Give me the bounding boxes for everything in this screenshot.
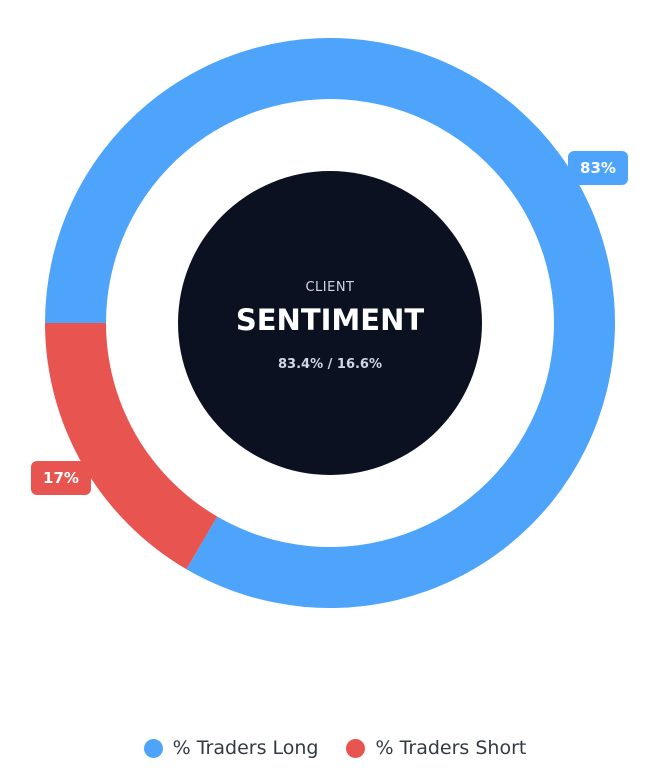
legend-item-short[interactable]: % Traders Short xyxy=(346,737,526,759)
center-headline: SENTIMENT xyxy=(236,303,424,337)
legend-item-long[interactable]: % Traders Long xyxy=(143,737,319,759)
center-kicker: CLIENT xyxy=(305,280,354,295)
legend-label: % Traders Short xyxy=(375,737,527,759)
center-panel: CLIENT SENTIMENT 83.4% / 16.6% xyxy=(178,171,482,475)
donut-slice-short[interactable] xyxy=(45,323,218,570)
sentiment-donut-chart: CLIENT SENTIMENT 83.4% / 16.6% 83% 17% xyxy=(31,38,628,609)
slice-labels: 83% 17% xyxy=(31,151,628,495)
legend-swatch xyxy=(143,738,163,758)
slice-label-short: 17% xyxy=(31,461,91,495)
slice-label-badge xyxy=(568,151,628,185)
slice-label-badge xyxy=(31,461,91,495)
center-ratio: 83.4% / 16.6% xyxy=(278,357,382,372)
legend-label: % Traders Long xyxy=(172,737,319,759)
slice-label-long: 83% xyxy=(568,151,628,185)
donut-slices xyxy=(45,38,615,609)
chart-legend: % Traders Long % Traders Short xyxy=(0,737,670,759)
legend-swatch xyxy=(346,738,366,758)
center-circle xyxy=(178,171,482,475)
slice-label-text: 83% xyxy=(580,159,616,177)
slice-label-text: 17% xyxy=(43,469,79,487)
